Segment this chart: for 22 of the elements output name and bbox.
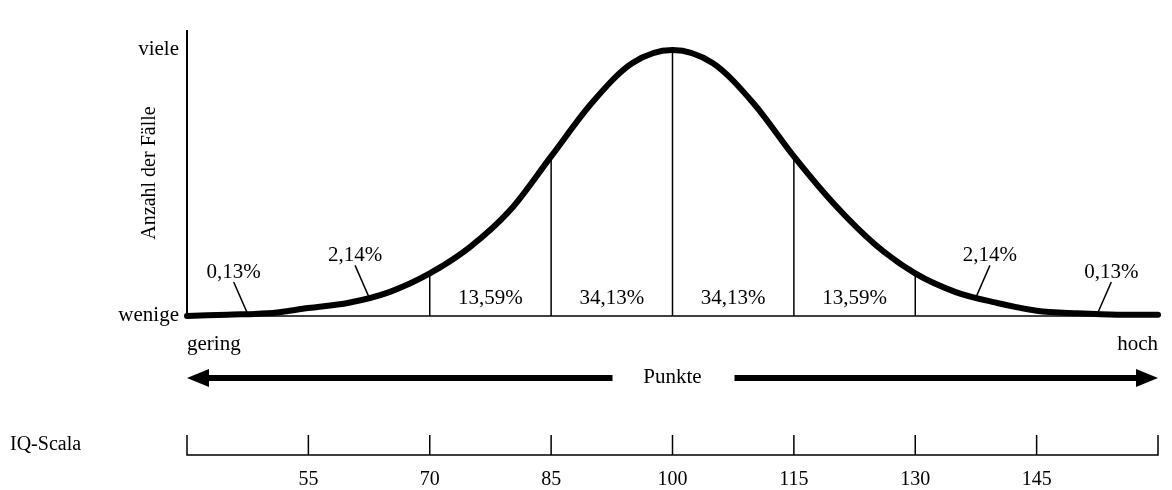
x-tick-label: 145 — [1021, 467, 1052, 489]
annotation: 0,13% — [1084, 259, 1139, 284]
x-tick-label: 55 — [298, 467, 319, 489]
x-tick-label: 130 — [900, 467, 931, 489]
text: hoch — [1117, 331, 1159, 355]
text: viele — [138, 35, 179, 60]
x-axis-title: Punkte — [643, 363, 702, 388]
annotation: 2,14% — [962, 242, 1018, 267]
annotation: 34,13% — [579, 285, 645, 309]
annotation: 0,13% — [206, 259, 261, 284]
annotation: 2,14% — [327, 242, 383, 267]
annotation: 34,13% — [700, 285, 766, 309]
text: IQ-Scala — [10, 432, 82, 454]
text: wenige — [118, 301, 179, 326]
text: gering — [187, 331, 242, 355]
y-axis-title: Anzahl der Fälle — [137, 106, 159, 240]
x-tick-label: 70 — [419, 467, 440, 489]
x-tick-label: 115 — [779, 467, 809, 489]
x-tick-label: 100 — [657, 467, 688, 489]
annotation: 13,59% — [458, 285, 523, 309]
annotation: 13,59% — [822, 285, 887, 309]
x-tick-label: 85 — [541, 467, 562, 489]
